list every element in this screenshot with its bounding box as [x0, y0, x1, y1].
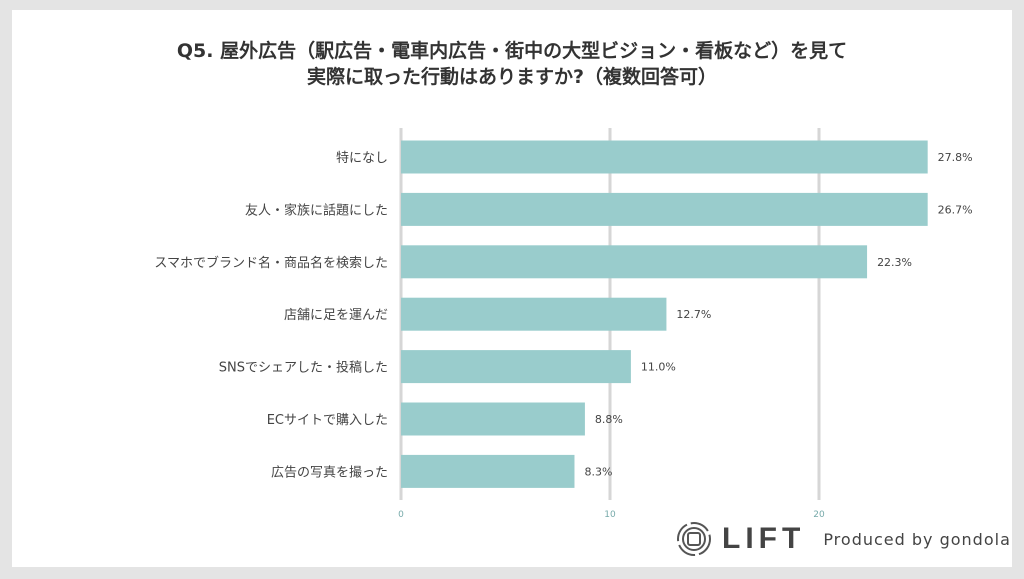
category-label: 店舗に足を運んだ: [284, 308, 388, 323]
data-label: 11.0%: [641, 361, 676, 374]
bar: [401, 350, 631, 384]
data-label: 8.8%: [595, 413, 623, 426]
lift-logo-text: LIFT: [722, 522, 806, 555]
footer: LIFT Produced by gondola: [676, 521, 1011, 557]
produced-by-text: Produced by gondola: [823, 529, 1011, 549]
lift-logo-icon: [677, 522, 711, 556]
bar: [401, 297, 667, 331]
bar: [401, 245, 868, 279]
category-label: スマホでブランド名・商品名を検索した: [154, 255, 388, 271]
category-label: SNSでシェアした・投稿した: [219, 360, 388, 376]
data-label: 12.7%: [676, 308, 711, 321]
x-tick-label: 0: [398, 510, 404, 520]
x-tick-label: 10: [604, 510, 616, 520]
chart-title-line-2: 実際に取った行動はありますか?（複数回答可）: [306, 66, 718, 88]
data-label: 27.8%: [938, 151, 973, 164]
bar: [401, 402, 585, 436]
category-label: 広告の写真を撮った: [271, 464, 388, 480]
bar: [401, 140, 928, 174]
x-tick-label: 20: [813, 510, 825, 520]
category-label: 友人・家族に話題にした: [245, 202, 388, 218]
category-label: ECサイトで購入した: [267, 413, 388, 428]
chart-title-line-1: Q5. 屋外広告（駅広告・電車内広告・街中の大型ビジョン・看板など）を見て: [176, 40, 848, 62]
category-label: 特になし: [336, 151, 388, 166]
bar: [401, 454, 575, 488]
data-label: 8.3%: [584, 465, 612, 478]
data-label: 22.3%: [877, 256, 912, 269]
bar: [401, 192, 928, 226]
data-label: 26.7%: [938, 203, 973, 216]
